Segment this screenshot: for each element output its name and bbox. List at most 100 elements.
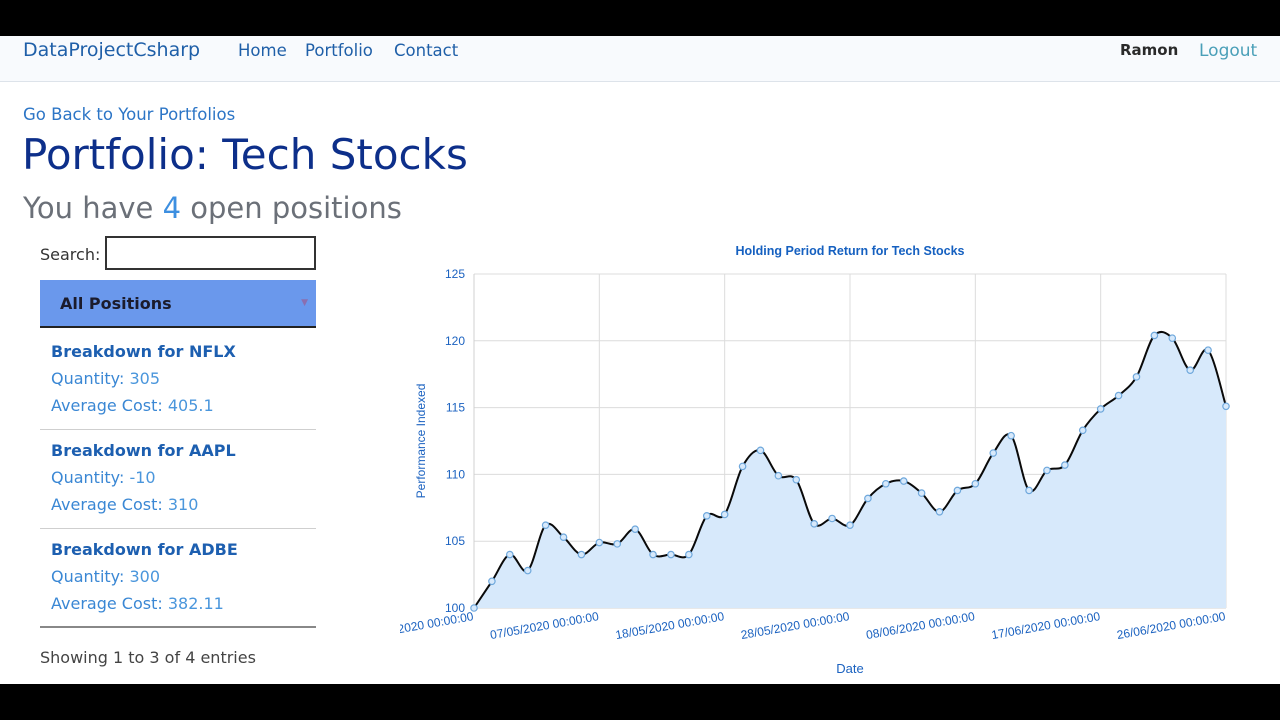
position-title: Breakdown for NFLX: [51, 342, 236, 361]
sort-arrow-icon: ▼: [301, 298, 308, 308]
x-tick-label: 28/04/2020 00:00:00: [400, 609, 475, 642]
data-point: [488, 577, 496, 586]
cost-value: 310: [167, 495, 199, 514]
data-point: [1078, 426, 1087, 435]
x-tick-label: 18/05/2020 00:00:00: [614, 609, 725, 642]
data-point: [935, 508, 944, 516]
list-item: Breakdown for ADBE Quantity: 300 Average…: [40, 529, 316, 628]
x-tick-label: 26/06/2020 00:00:00: [1116, 609, 1227, 642]
navbar: DataProjectCsharp Home Portfolio Contact…: [0, 36, 1280, 82]
chart-title: Holding Period Return for Tech Stocks: [736, 244, 965, 258]
position-title: Breakdown for ADBE: [51, 540, 238, 559]
data-point: [702, 512, 711, 520]
positions-prefix: You have: [23, 191, 154, 225]
pagination-info: Showing 1 to 3 of 4 entries: [40, 648, 256, 667]
x-tick-label: 08/06/2020 00:00:00: [865, 609, 976, 642]
list-item: Breakdown for AAPL Quantity: -10 Average…: [40, 430, 316, 529]
group-title: All Positions: [60, 294, 172, 313]
cost-value: 405.1: [167, 396, 214, 415]
data-point: [899, 477, 908, 485]
all-positions-group-header[interactable]: All Positions ▼: [40, 280, 316, 328]
open-positions-summary: You have 4 open positions: [23, 191, 402, 225]
data-point: [989, 449, 998, 457]
data-point: [1186, 366, 1194, 374]
data-point: [1132, 373, 1141, 381]
browser-viewport: DataProjectCsharp Home Portfolio Contact…: [0, 36, 1280, 684]
data-point: [1168, 334, 1177, 342]
quantity-label: Quantity:: [51, 468, 125, 487]
quantity-value: -10: [129, 468, 156, 487]
data-point: [1150, 331, 1159, 340]
positions-list: Breakdown for NFLX Quantity: 305 Average…: [40, 331, 316, 628]
data-point: [953, 486, 962, 495]
data-point: [685, 550, 693, 559]
nav-home-link[interactable]: Home: [238, 41, 287, 60]
quantity-value: 305: [129, 369, 161, 388]
quantity-label: Quantity:: [51, 369, 125, 388]
data-point: [649, 550, 657, 559]
data-point: [1025, 486, 1033, 495]
data-point: [971, 479, 980, 488]
position-title: Breakdown for AAPL: [51, 441, 236, 460]
cost-label: Average Cost:: [51, 594, 163, 613]
data-point: [1222, 402, 1230, 411]
data-point: [613, 540, 622, 548]
cost-value: 382.11: [167, 594, 224, 613]
data-point: [470, 604, 478, 612]
data-point: [774, 471, 783, 480]
y-tick-label: 105: [445, 534, 465, 548]
data-point: [846, 521, 854, 529]
y-tick-label: 100: [445, 601, 465, 615]
x-tick-label: 07/05/2020 00:00:00: [489, 609, 600, 642]
back-to-portfolios-link[interactable]: Go Back to Your Portfolios: [23, 105, 236, 124]
data-point: [864, 494, 872, 503]
y-axis-label: Performance Indexed: [414, 384, 428, 499]
data-point: [1061, 461, 1069, 469]
data-point: [738, 462, 747, 471]
data-point: [541, 521, 550, 529]
data-point: [523, 566, 532, 575]
data-point: [1114, 391, 1123, 400]
data-point: [1204, 346, 1212, 354]
quantity-label: Quantity:: [51, 567, 125, 586]
search-input[interactable]: [105, 236, 316, 270]
data-point: [1043, 466, 1051, 475]
page-title: Portfolio: Tech Stocks: [22, 130, 468, 179]
series-area-fill: [474, 331, 1226, 608]
logout-link[interactable]: Logout: [1199, 41, 1258, 61]
positions-suffix: open positions: [190, 191, 402, 225]
search-label: Search:: [40, 245, 101, 264]
data-point: [1096, 405, 1105, 413]
positions-count: 4: [162, 191, 182, 225]
data-point: [577, 550, 586, 559]
x-tick-label: 28/05/2020 00:00:00: [740, 609, 851, 642]
nav-contact-link[interactable]: Contact: [394, 41, 459, 60]
y-tick-label: 125: [445, 267, 465, 281]
data-point: [667, 550, 675, 559]
cost-label: Average Cost:: [51, 396, 163, 415]
data-point: [506, 550, 514, 559]
x-tick-label: 17/06/2020 00:00:00: [990, 609, 1101, 642]
data-point: [828, 514, 836, 523]
data-point: [756, 446, 765, 455]
data-point: [810, 520, 818, 528]
quantity-value: 300: [129, 567, 161, 586]
y-tick-label: 120: [445, 334, 465, 348]
position-average-cost: Average Cost: 405.1: [51, 396, 214, 415]
list-item: Breakdown for NFLX Quantity: 305 Average…: [40, 331, 316, 430]
cost-label: Average Cost:: [51, 495, 163, 514]
user-name: Ramon: [1120, 41, 1179, 59]
y-tick-label: 110: [446, 467, 465, 481]
data-point: [559, 533, 568, 541]
position-quantity: Quantity: -10: [51, 468, 156, 487]
brand-link[interactable]: DataProjectCsharp: [23, 39, 201, 61]
nav-portfolio-link[interactable]: Portfolio: [305, 41, 373, 60]
x-axis-label: Date: [836, 661, 863, 676]
data-point: [882, 479, 890, 488]
performance-chart: 100 105 110 115 120 125 28/04/2020 00:00:00 07/…: [364, 236, 1260, 684]
position-quantity: Quantity: 300: [51, 567, 160, 586]
data-point: [631, 525, 639, 533]
data-point: [595, 538, 604, 547]
data-point: [1007, 431, 1015, 440]
position-average-cost: Average Cost: 310: [51, 495, 198, 514]
